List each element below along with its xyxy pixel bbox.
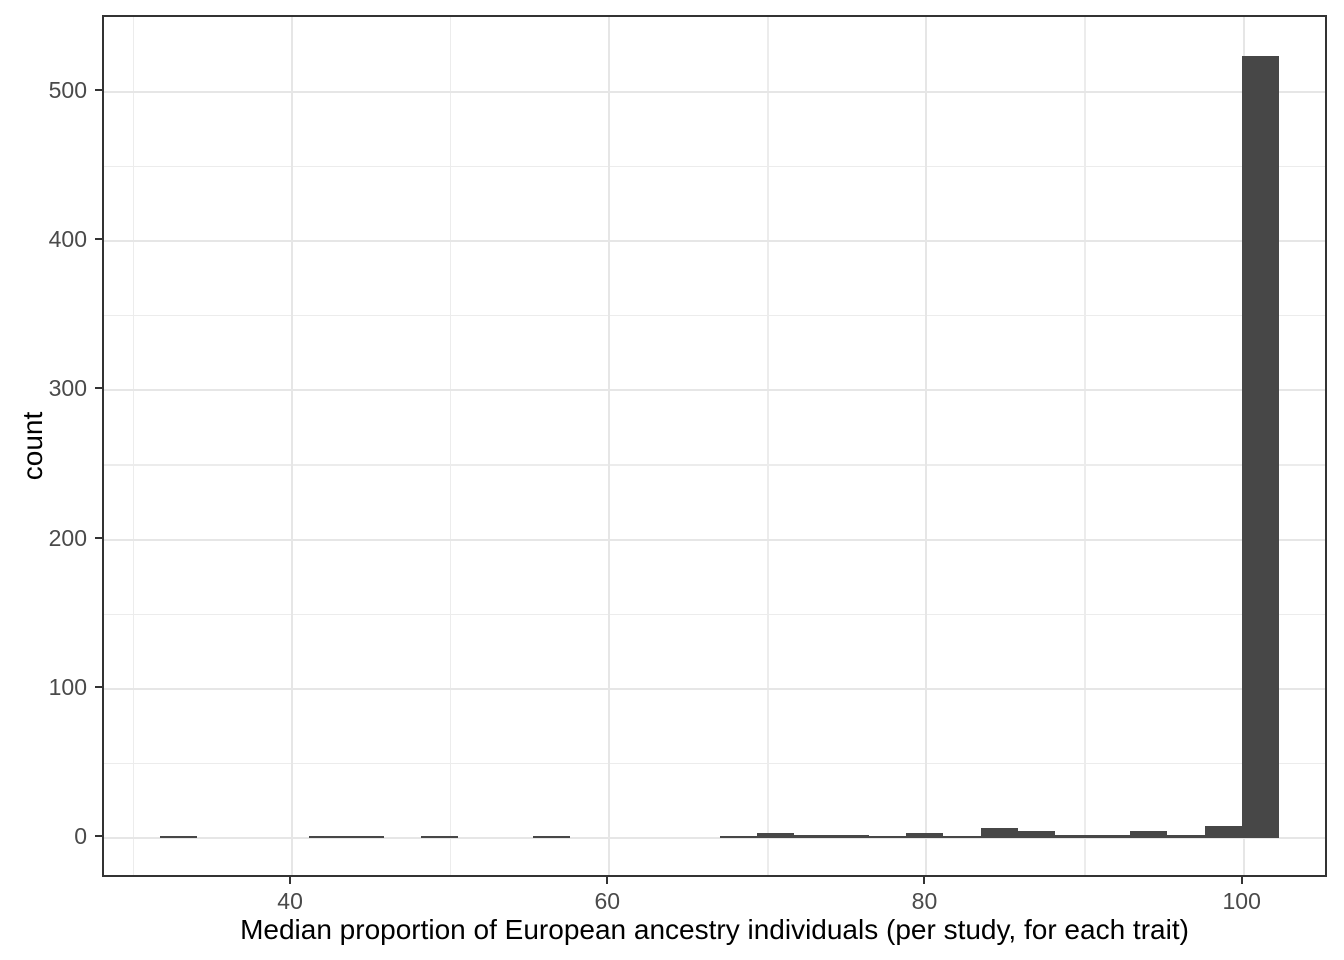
grid-minor-horizontal (104, 315, 1325, 317)
grid-minor-vertical (1084, 17, 1086, 875)
y-tick-label: 100 (48, 673, 87, 700)
y-axis-tick (95, 89, 102, 92)
histogram-bar (831, 834, 869, 838)
x-tick-label: 60 (594, 888, 621, 914)
y-tick-label: 500 (48, 77, 87, 104)
x-tick-label: 100 (1222, 888, 1261, 914)
grid-major-horizontal (104, 389, 1325, 392)
histogram-bar (868, 836, 907, 838)
grid-minor-vertical (767, 17, 769, 875)
histogram-bar (980, 827, 1019, 838)
grid-minor-horizontal (104, 464, 1325, 466)
grid-major-horizontal (104, 538, 1325, 541)
y-tick-label: 200 (48, 524, 87, 551)
x-axis-tick (1240, 877, 1243, 884)
x-tick-label: 80 (911, 888, 938, 914)
histogram-bar (1204, 826, 1243, 838)
y-axis-tick (95, 536, 102, 539)
histogram-bar (533, 836, 571, 838)
grid-major-vertical (291, 17, 294, 875)
x-axis-tick (606, 877, 609, 884)
x-axis-tick (923, 877, 926, 884)
grid-major-vertical (925, 17, 928, 875)
x-tick-label: 40 (277, 888, 303, 914)
grid-minor-vertical (450, 17, 452, 875)
grid-minor-horizontal (104, 762, 1325, 765)
histogram-bar (794, 834, 832, 838)
histogram-bar (719, 836, 757, 838)
x-axis-tick (289, 877, 292, 884)
histogram-bar (1242, 56, 1280, 838)
y-axis-tick (95, 387, 102, 390)
histogram-bar (346, 836, 384, 838)
histogram-bar (1130, 830, 1168, 838)
y-tick-label: 400 (48, 226, 87, 253)
y-axis-title: count (17, 411, 48, 481)
histogram-bar (906, 833, 944, 838)
grid-minor-vertical (132, 17, 135, 875)
grid-minor-horizontal (104, 613, 1325, 615)
histogram-bar (1055, 834, 1093, 838)
y-axis-tick (95, 834, 102, 837)
histogram-bar (421, 836, 459, 838)
y-tick-label: 300 (48, 375, 87, 402)
plot-panel (102, 15, 1327, 877)
y-axis-tick (95, 685, 102, 688)
x-axis-title: Median proportion of European ancestry i… (240, 914, 1189, 945)
y-tick-label: 0 (74, 822, 87, 849)
grid-major-horizontal (104, 687, 1325, 690)
grid-major-horizontal (104, 240, 1325, 243)
histogram-bar (756, 833, 795, 838)
histogram-bar (943, 836, 981, 838)
histogram-bar (1167, 834, 1205, 838)
grid-major-vertical (608, 17, 611, 875)
histogram-bar (1092, 834, 1131, 838)
histogram-bar (159, 836, 198, 838)
y-axis-tick (95, 238, 102, 241)
histogram-bar (1018, 830, 1056, 838)
grid-minor-horizontal (104, 165, 1325, 168)
grid-major-horizontal (104, 91, 1325, 94)
histogram-bar (309, 836, 347, 838)
grid-major-horizontal (104, 836, 1325, 839)
